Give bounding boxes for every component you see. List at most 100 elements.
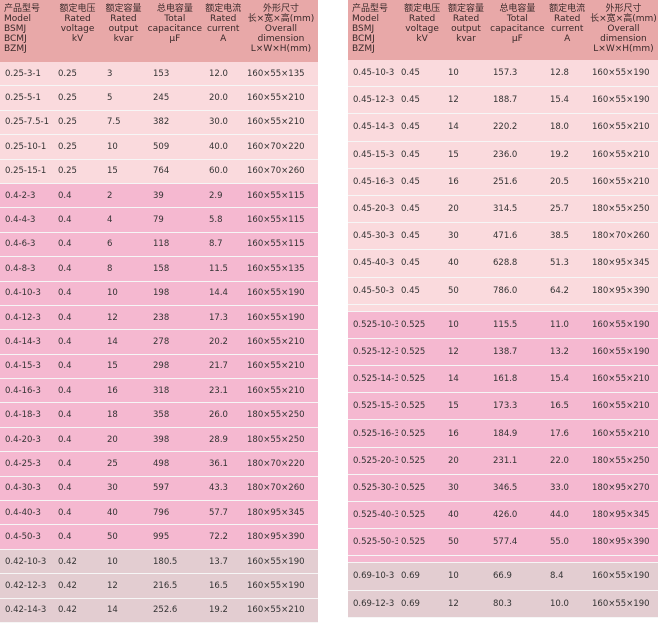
cell-current: 8.7 [209,239,223,250]
table-row: 0.4-4-3 0.4 4 79 5.8 160×55×115 [0,208,318,233]
header-model: 产品型号 Model BSMJ BCMJ BZMJ [4,4,41,54]
cell-dimension: 160×55×210 [592,176,650,187]
cell-dimension: 160×55×210 [592,149,650,160]
table-row: 0.4-12-3 0.4 12 238 17.3 160×55×190 [0,305,318,331]
cell-model: 0.525-12-3 [353,346,398,357]
cell-model: 0.525-16-3 [353,428,398,439]
header-current: 额定电流 Rated current A [205,4,242,44]
cell-model: 0.45-40-3 [353,258,395,269]
cell-model: 0.4-20-3 [5,434,41,445]
cell-capacity: 50 [448,285,459,296]
cell-model: 0.4-30-3 [5,483,41,494]
cell-capacitance: 252.6 [153,605,178,616]
table-row: 0.4-20-3 0.4 20 398 28.9 180×55×250 [0,427,318,453]
table-row: 0.4-50-3 0.4 50 995 72.2 180×95×390 [0,525,318,550]
cell-dimension: 160×55×190 [247,312,305,323]
cell-dimension: 180×95×390 [592,537,650,548]
cell-voltage: 0.4 [58,239,72,250]
cell-current: 12.0 [209,68,228,79]
cell-dimension: 160×55×210 [247,361,305,372]
cell-current: 40.0 [209,141,228,152]
cell-model: 0.45-12-3 [353,95,395,106]
cell-current: 8.4 [550,571,564,582]
left-table-body: 0.25-3-1 0.25 3 153 12.0 160×55×135 0.25-5-1 0.… [0,62,318,623]
cell-capacitance: 318 [153,385,170,396]
cell-capacity: 30 [448,482,459,493]
table-row: 0.25-5-1 0.25 5 245 20.0 160×55×210 [0,86,318,111]
cell-current: 33.0 [550,482,569,493]
cell-model: 0.25-15-1 [5,166,47,177]
table-row: 0.4-8-3 0.4 8 158 11.5 160×55×135 [0,257,318,282]
cell-capacitance: 498 [153,458,170,469]
cell-voltage: 0.69 [401,571,420,582]
cell-capacity: 2 [107,190,113,201]
cell-capacity: 50 [448,537,459,548]
cell-capacitance: 628.8 [493,258,518,269]
cell-capacity: 6 [107,239,113,250]
cell-dimension: 180×55×250 [247,434,305,445]
cell-capacity: 15 [107,166,118,177]
cell-dimension: 160×55×190 [247,580,305,591]
cell-capacitance: 153 [153,68,170,79]
cell-dimension: 180×95×270 [592,482,650,493]
cell-voltage: 0.4 [58,385,72,396]
cell-voltage: 0.4 [58,215,72,226]
cell-capacitance: 66.9 [493,571,512,582]
header-voltage: 额定电压 Rated voltage kV [59,4,96,44]
cell-dimension: 160×55×190 [247,556,305,567]
cell-capacity: 15 [107,361,118,372]
cell-capacity: 10 [448,319,459,330]
cell-current: 43.3 [209,483,228,494]
cell-model: 0.525-50-3 [353,537,398,548]
cell-dimension: 160×55×210 [247,605,305,616]
cell-model: 0.25-3-1 [5,68,41,79]
header-capacitance: 总电容量 Total capacitance μF [147,4,202,44]
table-row: 0.4-2-3 0.4 2 39 2.9 160×55×115 [0,183,318,209]
cell-voltage: 0.4 [58,507,72,518]
cell-dimension: 160×55×210 [247,385,305,396]
cell-model: 0.69-10-3 [353,571,395,582]
cell-capacitance: 298 [153,361,170,372]
cell-voltage: 0.45 [401,285,420,296]
cell-dimension: 160×55×135 [247,68,305,79]
cell-voltage: 0.4 [58,532,72,543]
cell-dimension: 160×55×210 [592,374,650,385]
cell-capacitance: 173.3 [493,401,518,412]
cell-model: 0.69-12-3 [353,598,395,609]
cell-voltage: 0.4 [58,483,72,494]
cell-capacitance: 184.9 [493,428,518,439]
table-row: 0.525-16-3 0.525 16 184.9 17.6 160×55×210 [348,420,658,448]
cell-dimension: 160×55×115 [247,239,305,250]
cell-capacity: 20 [448,455,459,466]
cell-capacity: 15 [448,401,459,412]
cell-current: 12.8 [550,68,569,79]
cell-capacity: 40 [448,258,459,269]
cell-dimension: 180×95×345 [592,510,650,521]
cell-capacity: 10 [107,288,118,299]
cell-capacitance: 220.2 [493,122,518,133]
cell-capacitance: 161.8 [493,374,518,385]
cell-dimension: 160×70×220 [247,141,305,152]
cell-voltage: 0.45 [401,68,420,79]
header-voltage: 额定电压 Rated voltage kV [404,4,441,44]
cell-current: 64.2 [550,285,569,296]
cell-current: 13.2 [550,346,569,357]
cell-capacitance: 79 [153,215,164,226]
table-row: 0.45-20-3 0.45 20 314.5 25.7 180×55×250 [348,195,658,224]
cell-voltage: 0.525 [401,401,426,412]
cell-current: 25.7 [550,204,569,215]
table-row: 0.42-14-3 0.42 14 252.6 19.2 160×55×210 [0,598,318,623]
table-row: 0.4-30-3 0.4 30 597 43.3 180×70×260 [0,476,318,502]
cell-current: 2.9 [209,190,223,201]
cell-dimension: 160×55×210 [247,117,305,128]
table-row: 0.69-10-3 0.69 10 66.9 8.4 160×55×190 [348,563,658,591]
header-current: 额定电流 Rated current A [549,4,586,44]
cell-voltage: 0.45 [401,149,420,160]
cell-voltage: 0.45 [401,176,420,187]
cell-model: 0.525-40-3 [353,510,398,521]
cell-capacitance: 314.5 [493,204,518,215]
cell-voltage: 0.4 [58,288,72,299]
table-row: 0.525-40-3 0.525 40 426.0 44.0 180×95×345 [348,502,658,530]
cell-voltage: 0.525 [401,374,426,385]
left-table-header: 产品型号 Model BSMJ BCMJ BZMJ 额定电压 Rated volt… [0,0,318,62]
